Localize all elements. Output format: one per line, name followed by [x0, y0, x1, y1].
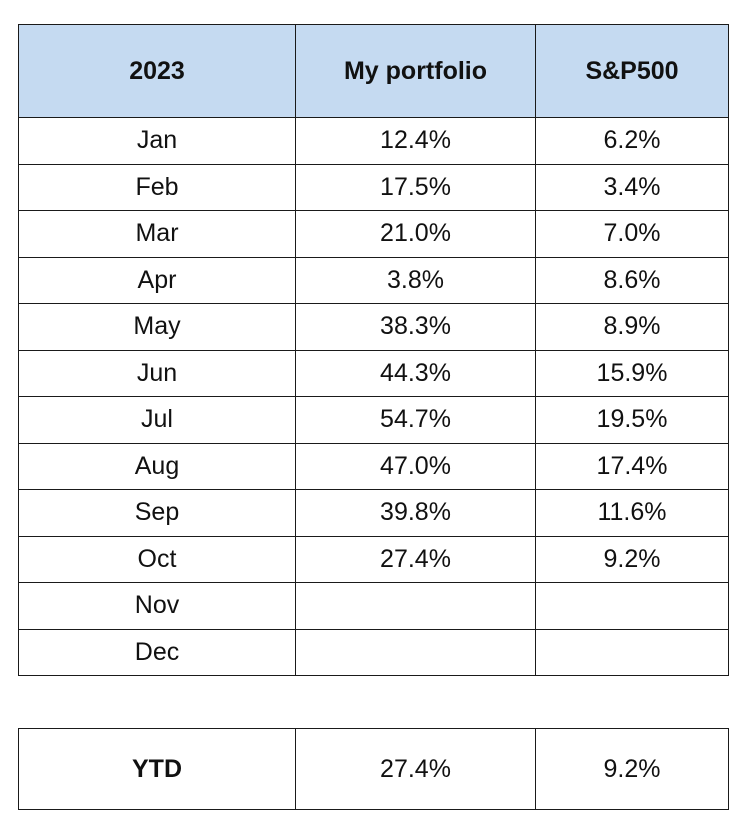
header-row: 2023 My portfolio S&P500: [18, 24, 729, 118]
table-row: Dec: [18, 628, 729, 676]
table-row: Mar 21.0% 7.0%: [18, 210, 729, 258]
sp500-return-cell: 15.9%: [535, 349, 729, 397]
portfolio-return-cell: [295, 628, 536, 676]
sp500-return-cell: 11.6%: [535, 489, 729, 537]
table-row: Feb 17.5% 3.4%: [18, 163, 729, 211]
month-cell: Mar: [18, 210, 296, 258]
table-row: Apr 3.8% 8.6%: [18, 256, 729, 304]
portfolio-return-cell: 47.0%: [295, 442, 536, 490]
sp500-return-cell: 8.6%: [535, 256, 729, 304]
table-row: Oct 27.4% 9.2%: [18, 535, 729, 583]
ytd-sp500-return: 9.2%: [535, 728, 729, 810]
month-cell: Dec: [18, 628, 296, 676]
table-row: Jan 12.4% 6.2%: [18, 117, 729, 165]
portfolio-return-cell: 27.4%: [295, 535, 536, 583]
sp500-return-cell: 17.4%: [535, 442, 729, 490]
table-row: May 38.3% 8.9%: [18, 303, 729, 351]
month-cell: Sep: [18, 489, 296, 537]
portfolio-return-cell: [295, 582, 536, 630]
portfolio-return-cell: 21.0%: [295, 210, 536, 258]
month-cell: Feb: [18, 163, 296, 211]
month-cell: Jan: [18, 117, 296, 165]
sp500-return-cell: 3.4%: [535, 163, 729, 211]
header-year: 2023: [18, 24, 296, 118]
table-row: Aug 47.0% 17.4%: [18, 442, 729, 490]
month-cell: Oct: [18, 535, 296, 583]
header-sp500: S&P500: [535, 24, 729, 118]
table-row: Nov: [18, 582, 729, 630]
portfolio-return-cell: 17.5%: [295, 163, 536, 211]
monthly-returns-table: 2023 My portfolio S&P500 Jan 12.4% 6.2% …: [18, 24, 729, 676]
month-cell: Jul: [18, 396, 296, 444]
ytd-label: YTD: [18, 728, 296, 810]
table-row: Jun 44.3% 15.9%: [18, 349, 729, 397]
portfolio-return-cell: 54.7%: [295, 396, 536, 444]
ytd-portfolio-return: 27.4%: [295, 728, 536, 810]
ytd-summary-table: YTD 27.4% 9.2%: [18, 728, 729, 810]
sp500-return-cell: [535, 582, 729, 630]
header-my-portfolio: My portfolio: [295, 24, 536, 118]
sp500-return-cell: 19.5%: [535, 396, 729, 444]
table-row: Sep 39.8% 11.6%: [18, 489, 729, 537]
sp500-return-cell: 8.9%: [535, 303, 729, 351]
sp500-return-cell: 9.2%: [535, 535, 729, 583]
portfolio-return-cell: 12.4%: [295, 117, 536, 165]
sp500-return-cell: [535, 628, 729, 676]
table-row: Jul 54.7% 19.5%: [18, 396, 729, 444]
month-cell: Apr: [18, 256, 296, 304]
portfolio-return-cell: 3.8%: [295, 256, 536, 304]
month-cell: Nov: [18, 582, 296, 630]
month-cell: Aug: [18, 442, 296, 490]
portfolio-return-cell: 44.3%: [295, 349, 536, 397]
sp500-return-cell: 6.2%: [535, 117, 729, 165]
sp500-return-cell: 7.0%: [535, 210, 729, 258]
ytd-row: YTD 27.4% 9.2%: [18, 728, 729, 810]
portfolio-return-cell: 38.3%: [295, 303, 536, 351]
month-cell: May: [18, 303, 296, 351]
portfolio-return-cell: 39.8%: [295, 489, 536, 537]
month-cell: Jun: [18, 349, 296, 397]
